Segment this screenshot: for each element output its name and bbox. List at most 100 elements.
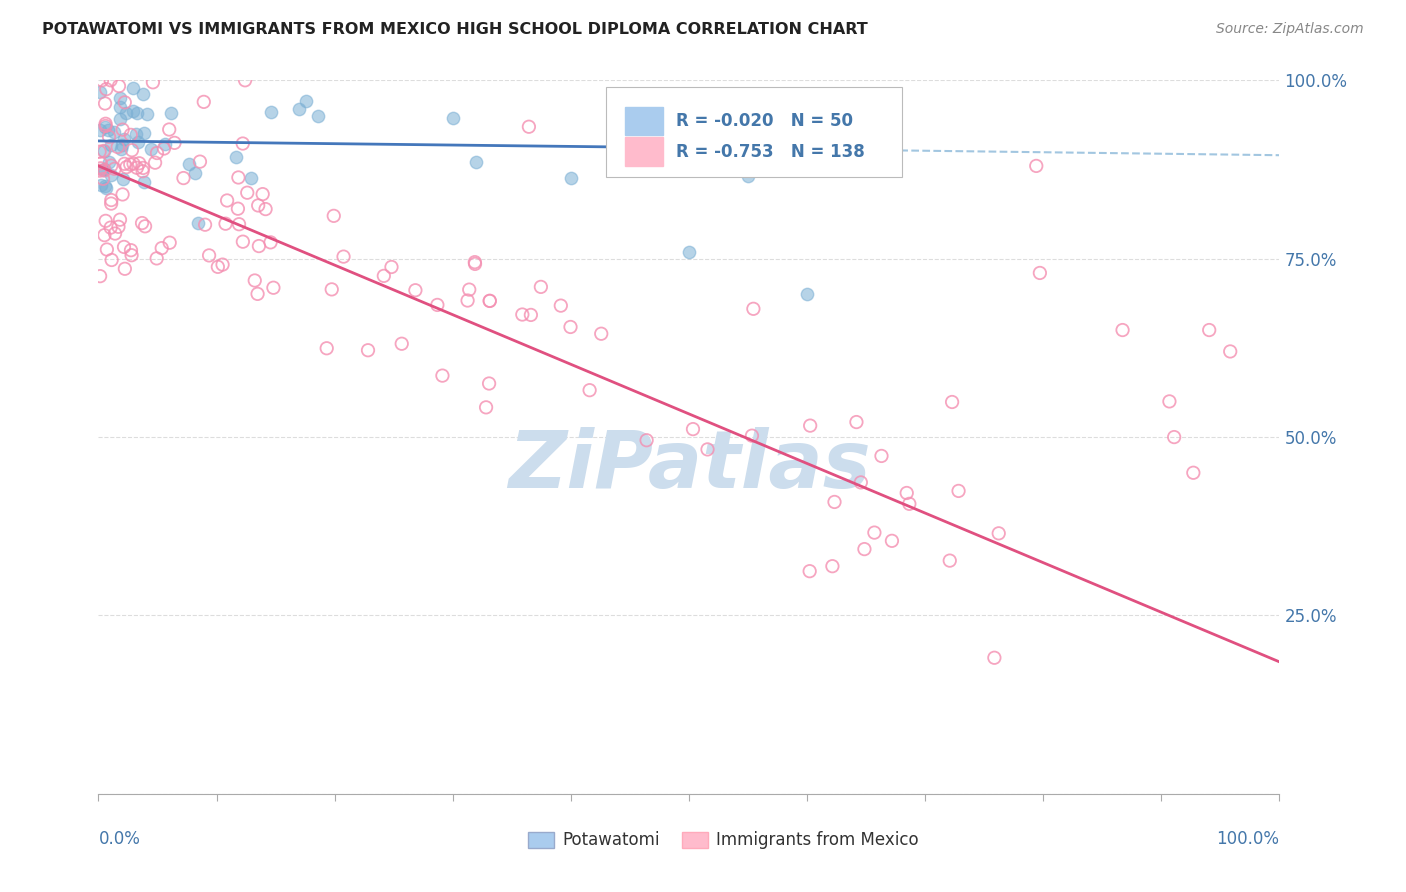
Point — [128, 156, 150, 170]
Point — [90, 161, 112, 176]
Point — [142, 75, 165, 89]
Point — [799, 418, 821, 433]
Point — [233, 73, 256, 87]
Point — [236, 186, 259, 200]
Point — [125, 105, 148, 120]
Text: 0.0%: 0.0% — [98, 830, 141, 847]
Point — [111, 122, 134, 136]
Point — [1182, 466, 1205, 480]
Point — [100, 73, 122, 87]
Point — [295, 94, 318, 108]
Point — [742, 301, 765, 316]
Point — [478, 293, 501, 308]
Point — [145, 252, 167, 266]
Point — [94, 117, 117, 131]
Point — [228, 170, 250, 185]
FancyBboxPatch shape — [606, 87, 901, 177]
Point — [821, 559, 844, 574]
Point — [107, 219, 129, 234]
Point — [93, 163, 115, 178]
Point — [163, 136, 186, 150]
Point — [287, 102, 309, 116]
Point — [465, 155, 488, 169]
Point — [114, 95, 136, 110]
Point — [591, 326, 613, 341]
Point — [373, 268, 395, 283]
Point — [104, 227, 127, 241]
Point — [678, 244, 700, 259]
Point — [90, 178, 112, 192]
Point — [478, 293, 501, 308]
FancyBboxPatch shape — [626, 107, 664, 136]
Point — [91, 73, 114, 87]
Point — [987, 526, 1010, 541]
Point — [226, 202, 249, 216]
Point — [131, 87, 153, 102]
Point — [91, 171, 114, 186]
Text: Immigrants from Mexico: Immigrants from Mexico — [716, 831, 918, 849]
Point — [188, 154, 211, 169]
Point — [332, 250, 354, 264]
Point — [121, 248, 143, 262]
Point — [1111, 323, 1133, 337]
Point — [578, 383, 600, 397]
Point — [464, 255, 486, 269]
Point — [100, 159, 122, 173]
Point — [100, 252, 122, 267]
Point — [89, 123, 111, 137]
Point — [1029, 266, 1052, 280]
Point — [100, 196, 122, 211]
Point — [262, 281, 284, 295]
Point — [110, 142, 132, 156]
Point — [260, 105, 283, 120]
Point — [120, 128, 142, 142]
Point — [232, 235, 254, 249]
Point — [259, 235, 281, 250]
Point — [127, 135, 149, 149]
FancyBboxPatch shape — [529, 832, 554, 848]
Point — [799, 564, 821, 578]
Point — [849, 475, 872, 490]
Point — [153, 142, 176, 156]
Point — [948, 483, 970, 498]
Point — [550, 299, 572, 313]
Point — [475, 401, 498, 415]
Text: ZiPatlas: ZiPatlas — [508, 426, 870, 505]
Point — [187, 216, 209, 230]
Point — [177, 157, 200, 171]
Point — [134, 219, 156, 234]
Point — [98, 154, 121, 169]
Point — [93, 178, 115, 193]
Point — [121, 80, 143, 95]
Point — [247, 239, 270, 253]
Point — [184, 166, 207, 180]
Point — [737, 169, 759, 183]
Point — [322, 209, 344, 223]
FancyBboxPatch shape — [682, 832, 707, 848]
Point — [863, 525, 886, 540]
Point — [125, 161, 148, 175]
Point — [619, 107, 641, 121]
Text: Potawatomi: Potawatomi — [562, 831, 659, 849]
Point — [103, 161, 125, 176]
Point — [457, 293, 479, 308]
Point — [141, 142, 163, 156]
Point — [100, 220, 122, 235]
Point — [1198, 323, 1220, 337]
Point — [121, 104, 143, 119]
Point — [939, 553, 962, 567]
Point — [898, 497, 921, 511]
Point — [112, 240, 135, 254]
Point — [111, 187, 134, 202]
Point — [108, 212, 131, 227]
Point — [89, 269, 111, 284]
Point — [114, 106, 136, 120]
Point — [214, 217, 236, 231]
Point — [207, 260, 229, 274]
Point — [391, 336, 413, 351]
Point — [132, 175, 155, 189]
Point — [96, 181, 118, 195]
Point — [1163, 430, 1185, 444]
Point — [114, 261, 136, 276]
Point — [478, 376, 501, 391]
